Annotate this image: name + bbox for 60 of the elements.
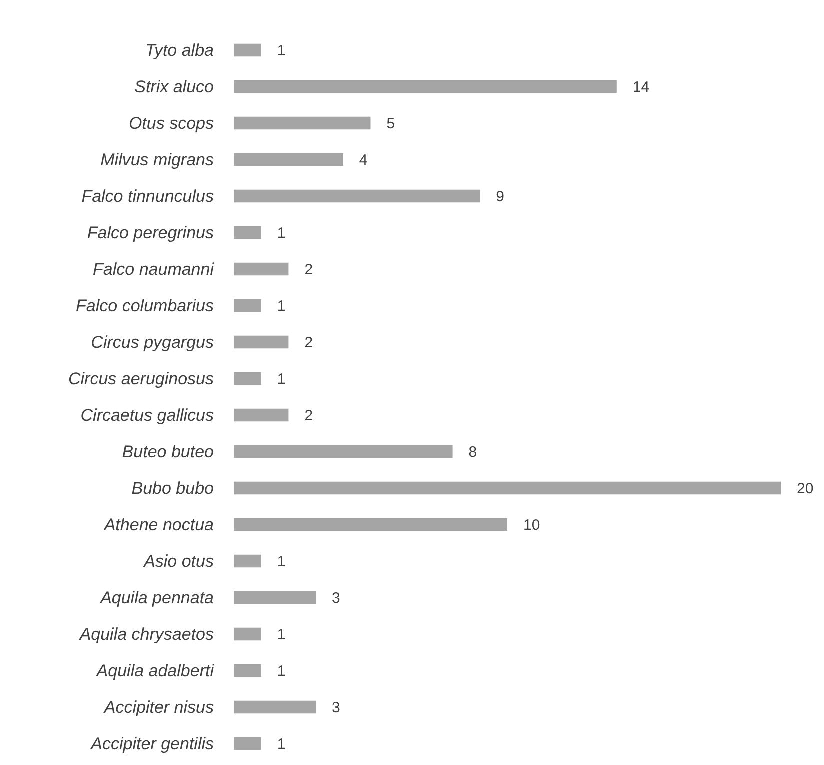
y-tick-label: Accipiter gentilis <box>90 734 214 754</box>
bar <box>234 737 262 750</box>
data-label: 3 <box>332 700 340 716</box>
data-label: 2 <box>304 334 314 352</box>
y-tick-label: Circus aeruginosus <box>68 370 214 389</box>
data-label: 1 <box>277 663 286 680</box>
data-label: 1 <box>277 736 286 753</box>
bar <box>234 299 262 312</box>
data-label: 1 <box>277 42 286 60</box>
bar <box>234 80 617 94</box>
bar <box>234 190 480 203</box>
data-label: 9 <box>496 188 504 206</box>
y-tick-label: Falco naumanni <box>93 260 216 280</box>
data-label: 20 <box>797 480 814 498</box>
bar <box>234 628 262 641</box>
data-label: 1 <box>277 554 286 570</box>
bar <box>234 44 262 57</box>
y-tick-label: Buteo buteo <box>122 442 214 462</box>
bar <box>234 554 262 568</box>
data-label: 5 <box>386 116 396 132</box>
data-label: 3 <box>332 590 340 607</box>
bar <box>234 226 262 240</box>
bar <box>234 591 316 604</box>
bar <box>234 153 344 166</box>
bar <box>234 482 781 495</box>
y-tick-label: Asio otus <box>143 552 214 572</box>
bar <box>234 445 453 458</box>
bar <box>234 262 289 276</box>
y-tick-label: Otus scops <box>128 114 214 134</box>
bar <box>234 336 289 349</box>
y-tick-label: Strix aluco <box>134 78 214 97</box>
data-label: 1 <box>277 626 286 644</box>
bar <box>234 372 262 386</box>
data-label: 10 <box>524 517 540 534</box>
y-tick-label: Falco columbarius <box>76 296 214 316</box>
bar <box>234 116 371 130</box>
bar <box>234 408 289 422</box>
data-label: 8 <box>468 444 478 461</box>
y-tick-label: Athene noctua <box>103 516 214 535</box>
data-label: 4 <box>359 152 368 169</box>
data-label: 2 <box>304 262 314 278</box>
data-label: 1 <box>277 298 286 315</box>
y-tick-label: Circaetus gallicus <box>80 406 214 426</box>
y-tick-label: Milvus migrans <box>100 150 214 170</box>
data-label: 2 <box>304 408 314 424</box>
y-tick-label: Accipiter nisus <box>103 698 214 718</box>
bar <box>234 518 508 532</box>
y-tick-label: Falco tinnunculus <box>82 187 214 206</box>
bar <box>234 664 262 678</box>
y-tick-label: Tyto alba <box>145 41 214 60</box>
data-label: 1 <box>277 371 286 388</box>
bar <box>234 700 316 714</box>
y-tick-label: Bubo bubo <box>132 479 214 498</box>
y-tick-label: Aquila pennata <box>100 588 214 608</box>
y-tick-label: Circus pygargus <box>91 333 214 352</box>
y-tick-label: Aquila adalberti <box>96 662 216 681</box>
data-label: 1 <box>277 225 286 242</box>
y-tick-label: Falco peregrinus <box>87 224 214 243</box>
data-label: 14 <box>632 79 650 96</box>
y-tick-label: Aquila chrysaetos <box>78 625 214 644</box>
